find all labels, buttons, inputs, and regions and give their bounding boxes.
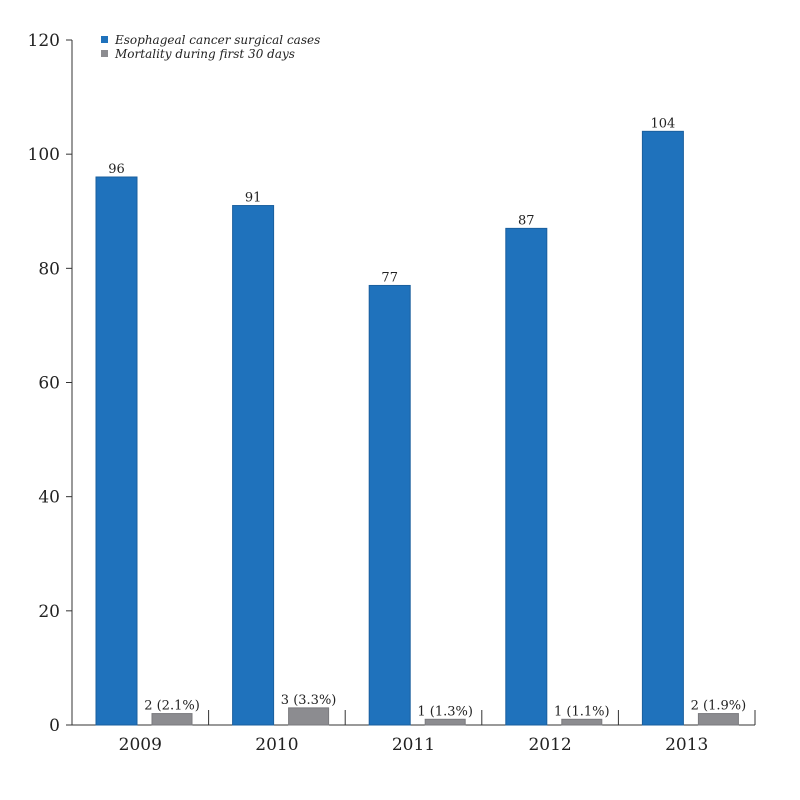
y-tick-label: 40 <box>38 488 60 508</box>
data-label-series-2: 2 (1.9%) <box>691 699 747 714</box>
bar-series-2 <box>561 718 603 726</box>
legend-swatch-series-1 <box>101 36 108 43</box>
y-tick-label: 100 <box>28 145 60 165</box>
bar-series-1 <box>641 130 684 726</box>
data-label-series-2: 1 (1.1%) <box>554 704 610 719</box>
bar-series-2 <box>288 707 330 726</box>
legend: Esophageal cancer surgical cases Mortali… <box>101 33 320 61</box>
x-tick-label: 2013 <box>665 735 708 755</box>
bar-series-1 <box>95 176 138 726</box>
data-label-series-2: 3 (3.3%) <box>281 693 337 708</box>
y-tick-label: 60 <box>38 374 60 394</box>
bar-series-1 <box>368 284 411 726</box>
legend-label-series-1: Esophageal cancer surgical cases <box>114 33 320 47</box>
data-label-series-1: 96 <box>108 162 125 177</box>
bar-series-2 <box>151 713 193 726</box>
x-tick-label: 2012 <box>528 735 571 755</box>
bar-series-1 <box>232 205 275 726</box>
data-label-series-2: 1 (1.3%) <box>417 704 473 719</box>
y-tick-label: 80 <box>38 259 60 279</box>
x-axis: 2009 2010 2011 2012 2013 <box>72 710 756 755</box>
bar-series-2 <box>697 713 739 726</box>
legend-swatch-series-2 <box>101 50 108 57</box>
data-label-series-2: 2 (2.1%) <box>144 699 200 714</box>
data-label-series-1: 91 <box>245 191 262 206</box>
legend-label-series-2: Mortality during first 30 days <box>114 47 295 61</box>
y-tick-label: 20 <box>38 602 60 622</box>
data-label-series-1: 87 <box>518 213 535 228</box>
y-ticks: 0 20 40 60 80 100 120 <box>28 31 72 736</box>
bar-series-1 <box>505 227 548 726</box>
x-tick-label: 2011 <box>392 735 435 755</box>
data-label-series-1: 104 <box>650 116 675 131</box>
x-tick-label: 2010 <box>255 735 298 755</box>
bar-series-2 <box>424 718 466 726</box>
x-tick-label: 2009 <box>119 735 162 755</box>
y-tick-label: 120 <box>28 31 60 51</box>
bars: 96 91 77 87 104 2 (2.1%) 3 (3.3%) 1 (1.3%) 1 (1.… <box>95 116 747 726</box>
y-tick-label: 0 <box>49 716 60 736</box>
data-label-series-1: 77 <box>381 270 398 285</box>
